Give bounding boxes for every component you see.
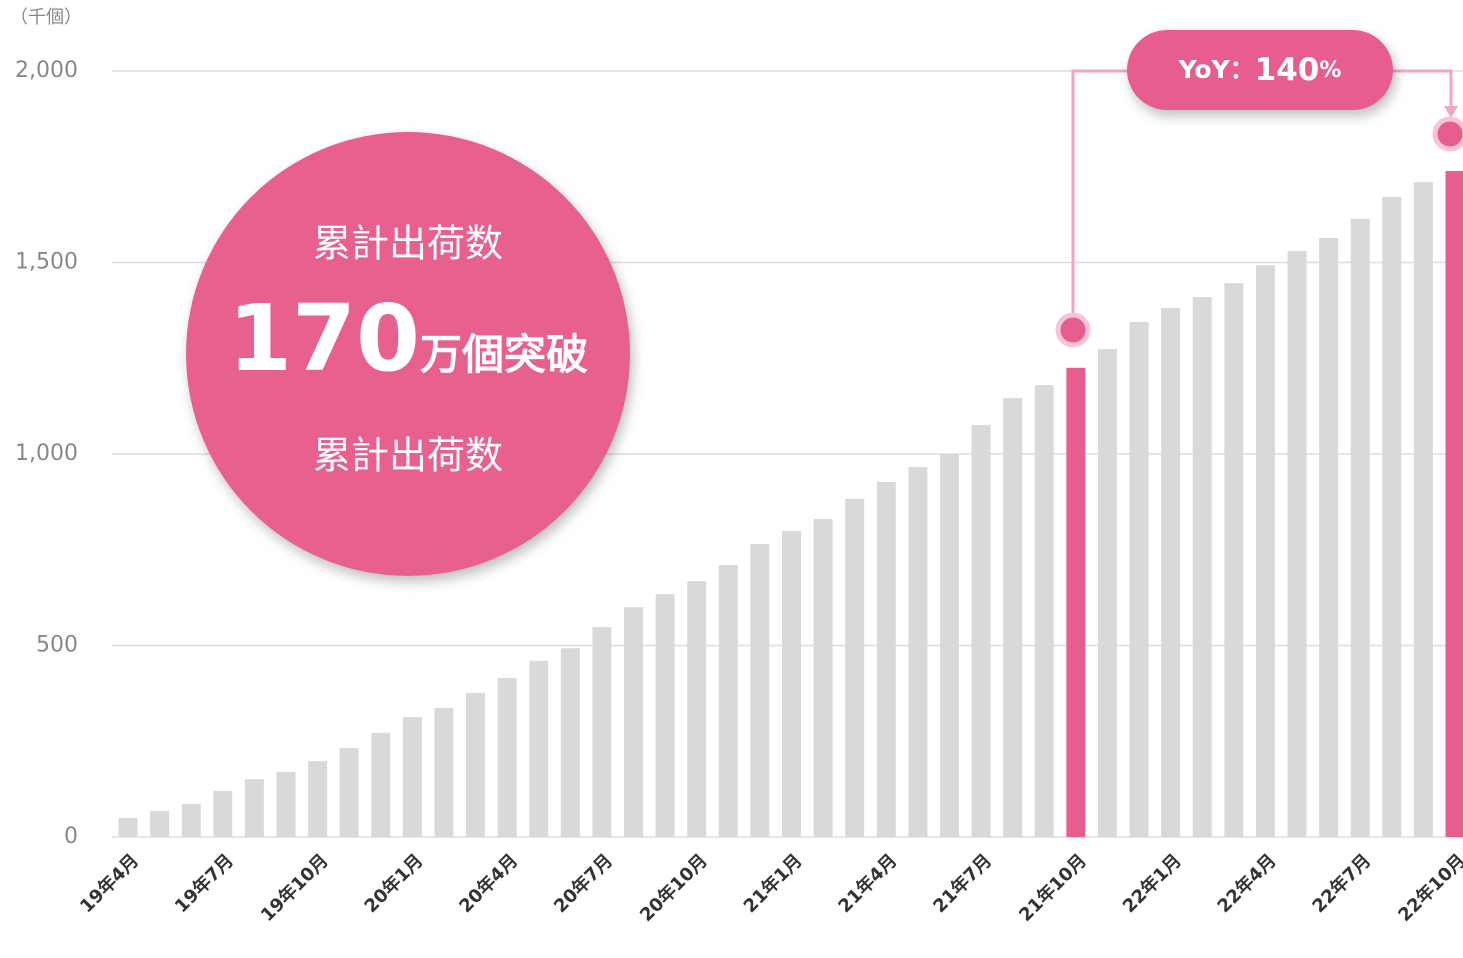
x-tick-label: 22年10月 xyxy=(1394,850,1463,926)
bar xyxy=(939,454,959,837)
bar xyxy=(1413,182,1433,837)
bar xyxy=(276,771,296,837)
bar xyxy=(971,424,991,837)
bar xyxy=(308,761,328,837)
x-tick-label: 20年10月 xyxy=(635,850,711,926)
x-tick-label: 19年4月 xyxy=(75,850,143,918)
bar xyxy=(1255,265,1275,837)
bar xyxy=(624,607,644,837)
bar xyxy=(655,594,675,837)
x-tick-label: 20年4月 xyxy=(455,850,523,918)
yoy-value: 140 xyxy=(1255,52,1320,88)
bar xyxy=(118,817,138,837)
bar xyxy=(845,498,865,837)
bar xyxy=(1129,321,1149,837)
y-tick-label: 2,000 xyxy=(15,58,78,83)
callout-suffix: 万個突破 xyxy=(420,330,588,379)
bar xyxy=(213,791,233,837)
bar xyxy=(560,648,580,837)
x-tick-label: 21年10月 xyxy=(1014,850,1090,926)
bar xyxy=(750,544,770,837)
y-tick-label: 1,000 xyxy=(15,441,78,466)
bar xyxy=(687,581,707,837)
bar xyxy=(529,660,549,837)
bar xyxy=(908,467,928,837)
callout-circle xyxy=(186,132,630,576)
x-tick-label: 19年7月 xyxy=(170,850,238,918)
bar xyxy=(371,732,391,837)
callout-line1: 累計出荷数 xyxy=(313,222,503,266)
yoy-label: YoY： xyxy=(1178,55,1255,84)
x-tick-label: 22年1月 xyxy=(1118,850,1186,918)
bar xyxy=(1161,308,1181,837)
callout-main: 170万個突破 xyxy=(228,285,588,392)
callout-line2: 累計出荷数 xyxy=(313,434,503,478)
bar xyxy=(1350,218,1370,837)
bar xyxy=(1034,385,1054,837)
bar xyxy=(244,779,264,837)
x-tick-label: 21年7月 xyxy=(929,850,997,918)
unit-label: （千個） xyxy=(10,7,82,28)
callout-number: 170 xyxy=(228,285,420,392)
bar xyxy=(402,717,422,837)
bar xyxy=(434,707,454,837)
bar xyxy=(813,519,833,837)
bar xyxy=(1097,349,1117,837)
yoy-unit: % xyxy=(1319,58,1341,83)
x-tick-label: 21年4月 xyxy=(834,850,902,918)
bar xyxy=(876,481,896,837)
bar xyxy=(1319,237,1339,837)
bar xyxy=(1192,296,1212,838)
connector xyxy=(1390,69,1453,108)
y-tick-label: 0 xyxy=(64,824,78,849)
x-tick-label: 22年7月 xyxy=(1308,850,1376,918)
connector xyxy=(1071,69,1130,316)
bar xyxy=(1066,367,1086,837)
bar xyxy=(1224,283,1244,837)
arrow-head xyxy=(1444,106,1458,118)
bar xyxy=(497,678,517,837)
y-tick-label: 500 xyxy=(36,633,78,658)
x-tick-label: 20年1月 xyxy=(360,850,428,918)
bar xyxy=(339,748,359,837)
x-tick-label: 22年4月 xyxy=(1213,850,1281,918)
bar xyxy=(181,804,201,837)
bar xyxy=(718,565,738,837)
bar xyxy=(150,810,170,837)
marker-dot xyxy=(1432,116,1463,152)
marker-dot xyxy=(1055,312,1091,348)
yoy-pill xyxy=(1127,30,1393,110)
bar xyxy=(1287,251,1307,837)
bar xyxy=(592,627,612,837)
bar xyxy=(1003,398,1023,837)
y-tick-label: 1,500 xyxy=(15,250,78,275)
bar xyxy=(782,530,801,837)
bar xyxy=(1445,170,1463,837)
x-tick-label: 20年7月 xyxy=(549,850,617,918)
bar xyxy=(466,692,486,837)
bar xyxy=(1382,197,1402,837)
x-tick-label: 19年10月 xyxy=(256,850,332,926)
yoy-text: YoY：140% xyxy=(1178,52,1342,88)
x-tick-label: 21年1月 xyxy=(739,850,807,918)
